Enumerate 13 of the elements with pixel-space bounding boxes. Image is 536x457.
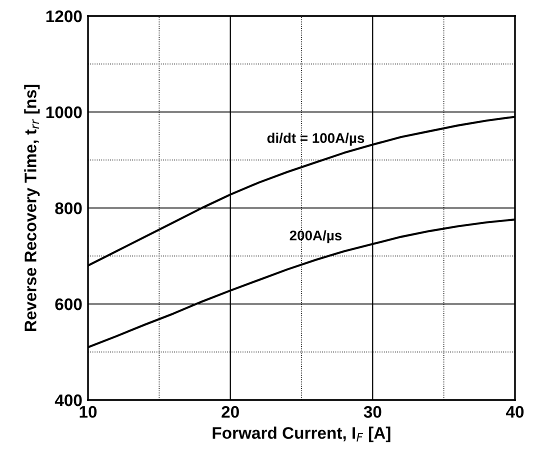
x-tick-label: 20 [222,406,239,418]
x-axis-title: Forward Current, I$_{F}$ [A] [212,426,390,442]
y-tick-label: 1200 [46,10,82,22]
y-tick-label: 600 [55,298,82,310]
x-tick-label: 10 [80,406,97,418]
y-tick-label: 800 [55,202,82,214]
y-tick-label: 1000 [46,106,82,118]
y-axis-title: Reverse Recovery Time, t$_{rr}$ [ns] [24,84,40,332]
x-tick-label: 40 [506,406,524,418]
series-label: 200A/µs [290,230,342,244]
series-label: di/dt = 100A/µs [267,132,364,146]
x-tick-label: 30 [364,406,382,418]
y-tick-label: 400 [54,394,82,406]
